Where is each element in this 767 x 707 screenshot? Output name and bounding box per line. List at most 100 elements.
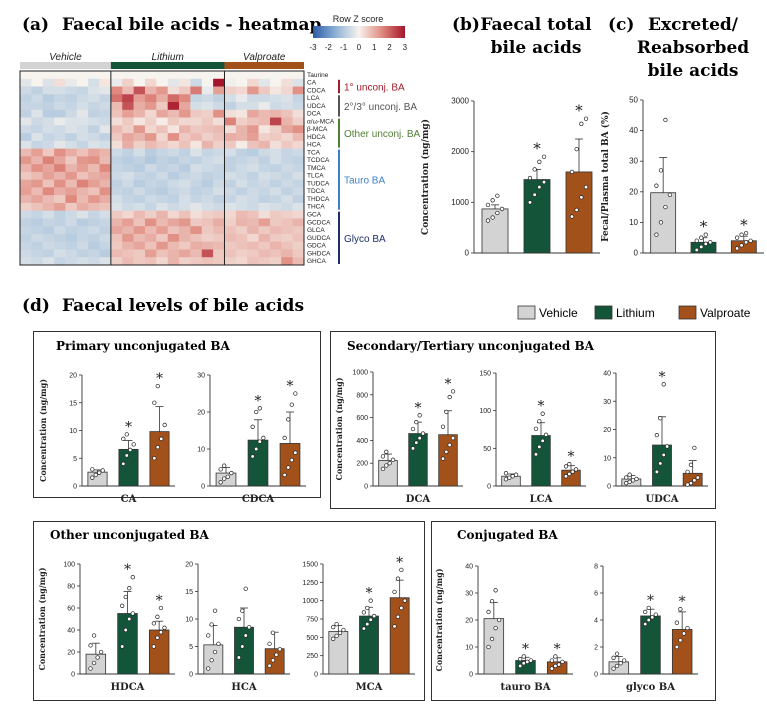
heatmap-cell — [292, 241, 305, 250]
heatmap-cell — [167, 164, 180, 173]
heatmap-cell — [213, 71, 225, 80]
y-tick-label: 0 — [364, 484, 368, 491]
heatmap-cell — [269, 249, 282, 258]
heatmap-cell — [190, 86, 203, 95]
heatmap-cell — [156, 187, 168, 196]
heatmap-cell — [65, 102, 78, 111]
heatmap-cell — [76, 156, 89, 165]
y-tick-label: 40 — [603, 371, 611, 378]
heatmap-cell — [88, 78, 100, 87]
heatmap-cell — [144, 179, 157, 188]
heatmap-cell — [167, 109, 180, 118]
data-point — [254, 409, 259, 415]
data-point — [611, 666, 616, 671]
heatmap-cell — [20, 241, 32, 250]
heatmap-cell — [144, 94, 157, 103]
y-tick-label: 500 — [306, 635, 318, 642]
heatmap-cell — [258, 226, 271, 235]
heatmap-cell — [144, 233, 157, 243]
heatmap-cell — [213, 148, 225, 157]
heatmap-cell — [99, 195, 112, 204]
heatmap-cell — [258, 133, 271, 142]
data-point — [277, 647, 282, 652]
data-point — [158, 605, 164, 611]
significance-marker: * — [659, 369, 666, 385]
heatmap-cell — [269, 202, 282, 211]
heatmap-cell — [167, 125, 180, 134]
box-other-title: Other unconjugated BA — [50, 528, 209, 542]
heatmap-cell — [269, 187, 282, 196]
heatmap-cell — [20, 140, 32, 149]
heatmap — [19, 70, 305, 266]
heatmap-cell — [281, 140, 293, 149]
heatmap-cell — [201, 109, 214, 118]
heatmap-cell — [42, 218, 55, 227]
y-tick-label: 1000 — [451, 198, 469, 207]
box-primary-unconjugated — [33, 331, 321, 498]
heatmap-cell — [133, 109, 146, 118]
heatmap-cell — [258, 78, 271, 87]
heatmap-cell — [110, 117, 123, 126]
heatmap-cell — [258, 241, 271, 250]
legend-vehicle: Vehicle — [539, 306, 578, 320]
heatmap-cell — [224, 233, 237, 243]
heatmap-cell — [76, 117, 89, 126]
heatmap-cell — [247, 171, 259, 180]
data-point — [218, 480, 223, 485]
heatmap-cell — [144, 102, 157, 111]
heatmap-cell — [167, 140, 180, 149]
data-point — [663, 204, 668, 210]
data-point — [532, 192, 537, 197]
data-point — [569, 214, 575, 219]
heatmap-cell — [281, 218, 293, 227]
heatmap-cell — [110, 78, 123, 87]
heatmap-cell — [99, 233, 112, 243]
zscore-tick: 3 — [403, 43, 408, 52]
data-point — [611, 655, 616, 660]
heatmap-cell — [258, 125, 271, 134]
heatmap-cell — [235, 164, 248, 173]
data-point — [567, 471, 572, 477]
heatmap-cell — [224, 202, 237, 211]
heatmap-cell — [213, 202, 225, 211]
heatmap-cell — [76, 164, 89, 173]
data-point — [634, 476, 639, 482]
heatmap-cell — [281, 164, 293, 173]
data-point — [540, 411, 545, 416]
y-tick-label: 15 — [185, 589, 193, 596]
heatmap-cell — [247, 102, 259, 111]
heatmap-cell — [42, 241, 55, 250]
heatmap-cell — [190, 210, 203, 219]
data-point — [124, 453, 129, 458]
heatmap-cell — [269, 125, 282, 134]
heatmap-cell — [167, 257, 180, 266]
heatmap-cell — [269, 78, 282, 87]
chart-excreted-reabsorbed: 0 10 20 30 40 50 Fecal/Plasma total BA (%) * * — [600, 96, 764, 258]
data-point — [151, 644, 157, 649]
data-point — [243, 633, 248, 638]
data-point — [674, 644, 680, 650]
heatmap-cell — [190, 164, 203, 173]
heatmap-cell — [54, 140, 66, 149]
data-point — [654, 232, 659, 237]
heatmap-cell — [65, 71, 78, 80]
significance-marker: * — [647, 593, 654, 609]
heatmap-cell — [122, 249, 134, 258]
data-point — [395, 576, 401, 581]
heatmap-cell — [201, 125, 214, 134]
heatmap-cell — [235, 233, 248, 243]
heatmap-row-label: TCDCA — [307, 157, 330, 164]
heatmap-cell — [235, 109, 248, 118]
heatmap-cell — [292, 249, 305, 258]
heatmap-cell — [235, 86, 248, 95]
heatmap-cell — [65, 226, 78, 235]
data-point — [440, 456, 446, 461]
heatmap-cell — [247, 195, 259, 204]
data-point — [658, 416, 663, 421]
heatmap-cell — [156, 86, 168, 95]
heatmap-cell — [269, 156, 282, 165]
heatmap-group-headers: Vehicle Lithium Valproate — [20, 52, 304, 69]
heatmap-cell — [76, 210, 89, 219]
heatmap-cell — [144, 117, 157, 126]
heatmap-cell — [190, 148, 203, 157]
